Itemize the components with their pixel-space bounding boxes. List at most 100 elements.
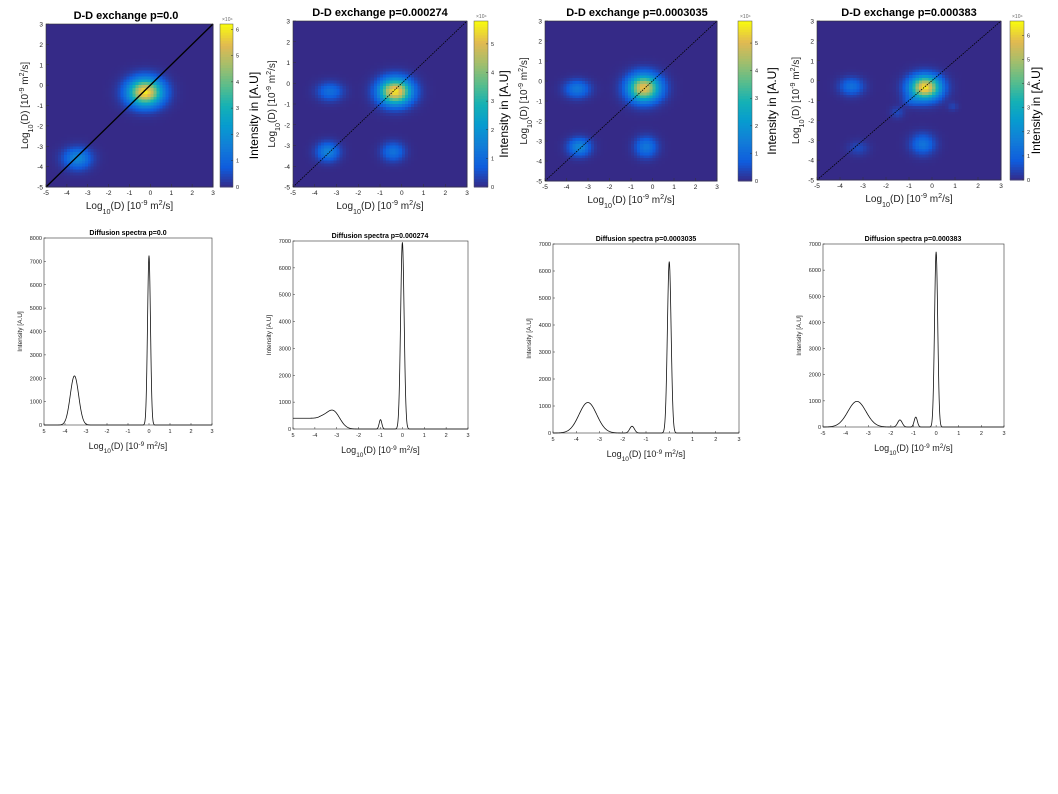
heatmap-cell xyxy=(87,47,92,51)
heatmap-cell xyxy=(108,125,113,130)
heatmap-cell xyxy=(367,145,372,150)
heatmap-cell xyxy=(96,172,101,176)
heatmap-cell xyxy=(102,125,107,130)
heatmap-cell xyxy=(189,120,193,124)
heatmap-cell xyxy=(180,111,184,115)
heatmap-cell xyxy=(364,160,369,164)
heatmap-cell xyxy=(60,160,65,165)
heatmap-cell xyxy=(114,157,119,162)
heatmap-cell xyxy=(389,21,394,25)
heatmap-cell xyxy=(386,127,390,132)
heatmap-cell xyxy=(120,44,125,48)
y-tick-label: -5 xyxy=(37,185,43,192)
heatmap-cell xyxy=(339,151,344,155)
heatmap-cell xyxy=(311,56,316,61)
heatmap-cell xyxy=(336,68,341,72)
heatmap-cell xyxy=(126,169,131,174)
heatmap-cell xyxy=(186,163,190,168)
heatmap-cell xyxy=(84,111,89,115)
heatmap-cell xyxy=(383,166,387,170)
heatmap-cell xyxy=(342,32,347,37)
heatmap-cell xyxy=(144,61,148,66)
heatmap-cell xyxy=(129,47,134,51)
heatmap-cell xyxy=(383,139,387,144)
heatmap-cell xyxy=(162,137,166,142)
heatmap-cell xyxy=(117,108,122,112)
heatmap-cell xyxy=(90,160,95,165)
heatmap-cell xyxy=(186,169,190,174)
heatmap-cell xyxy=(162,56,166,60)
heatmap-cell xyxy=(330,157,334,161)
heatmap-cell xyxy=(147,169,151,174)
heatmap-cell xyxy=(333,89,338,93)
heatmap-cell xyxy=(352,178,356,182)
heatmap-cell xyxy=(147,163,151,168)
heatmap-cell xyxy=(126,137,131,142)
heatmap-cell xyxy=(63,146,68,150)
heatmap-cell xyxy=(48,73,53,77)
heatmap-cell xyxy=(120,172,125,176)
heatmap-cell xyxy=(48,64,53,69)
heatmap-cell xyxy=(376,106,381,111)
heatmap-cell xyxy=(135,53,140,57)
heatmap-cell xyxy=(144,85,148,89)
heatmap-cell xyxy=(153,172,157,176)
heatmap-cell xyxy=(358,136,362,141)
heatmap-cell xyxy=(114,146,119,150)
heatmap-cell xyxy=(144,181,148,185)
heatmap-cell xyxy=(336,86,341,90)
heatmap-cell xyxy=(132,181,137,185)
heatmap-cell xyxy=(183,175,187,179)
heatmap-cell xyxy=(156,79,160,83)
heatmap-cell xyxy=(129,26,134,31)
heatmap-cell xyxy=(195,50,199,54)
heatmap-cell xyxy=(129,131,134,136)
heatmap-cell xyxy=(195,64,199,69)
heatmap-cell xyxy=(87,146,92,150)
heatmap-cell xyxy=(367,101,372,105)
heatmap-cell xyxy=(81,175,86,179)
heatmap-cell xyxy=(126,58,131,63)
heatmap-cell xyxy=(348,23,353,28)
heatmap-cell xyxy=(126,152,131,156)
heatmap-cell xyxy=(129,175,134,179)
heatmap-cell xyxy=(132,76,137,80)
heatmap-cell xyxy=(126,47,131,51)
heatmap-cell xyxy=(159,184,163,188)
heatmap-cell xyxy=(299,104,303,108)
heatmap-cell xyxy=(159,90,163,95)
heatmap-cell xyxy=(198,122,202,127)
heatmap-cell xyxy=(348,184,353,188)
heatmap-cell xyxy=(75,114,80,118)
heatmap-cell xyxy=(174,61,178,66)
heatmap-cell xyxy=(174,166,178,171)
heatmap-cell xyxy=(78,131,83,136)
heatmap-cell xyxy=(99,24,104,28)
heatmap-cell xyxy=(153,64,157,69)
heatmap-cell xyxy=(311,160,316,164)
heatmap-cell xyxy=(93,175,98,179)
heatmap-cell xyxy=(299,133,303,138)
heatmap-cell xyxy=(87,44,92,48)
heatmap-cell xyxy=(361,86,366,90)
heatmap-cell xyxy=(141,137,146,142)
heatmap-cell xyxy=(87,64,92,69)
heatmap-cell xyxy=(60,99,65,104)
heatmap-cell xyxy=(324,80,328,84)
heatmap-cell xyxy=(138,96,143,101)
heatmap-cell xyxy=(93,79,98,83)
heatmap-cell xyxy=(147,32,151,37)
heatmap-cell xyxy=(87,93,92,98)
heatmap-cell xyxy=(75,125,80,130)
heatmap-cell xyxy=(195,58,199,63)
heatmap-cell xyxy=(87,181,92,185)
heatmap-cell xyxy=(105,120,110,124)
heatmap-cell xyxy=(69,47,74,51)
heatmap-cell xyxy=(96,96,101,101)
heatmap-cell xyxy=(180,29,184,34)
heatmap-cell xyxy=(117,47,122,51)
heatmap-cell xyxy=(189,82,193,86)
heatmap-cell xyxy=(302,175,307,179)
heatmap-cell xyxy=(120,82,125,86)
heatmap-cell xyxy=(129,120,134,124)
